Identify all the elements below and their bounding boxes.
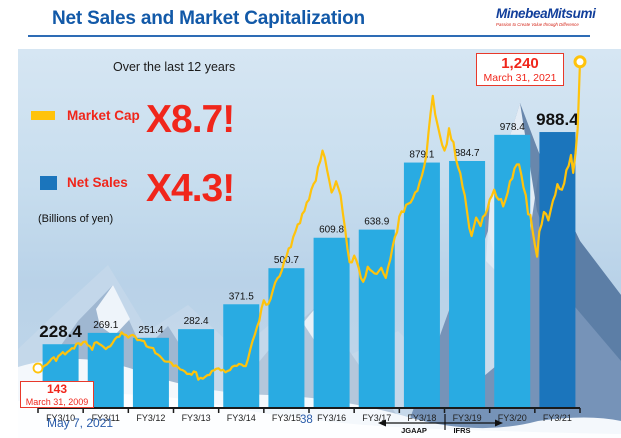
market-cap-swatch xyxy=(31,111,55,120)
end-date: March 31, 2021 xyxy=(483,72,557,85)
bar-value-label: 500.7 xyxy=(274,255,299,266)
logo-wordmark: MinebeaMitsumi xyxy=(496,6,596,21)
net-sales-bar xyxy=(178,329,215,408)
line-start-marker xyxy=(32,362,44,374)
x-axis-label: FY3/21 xyxy=(543,413,572,423)
market-cap-label: Market Cap xyxy=(67,108,140,123)
net-sales-bar xyxy=(313,237,350,408)
legend-net-sales: Net Sales xyxy=(40,175,128,190)
net-sales-bar xyxy=(358,229,395,408)
bar-value-label: 609.8 xyxy=(319,225,344,236)
end-value: 1,240 xyxy=(501,55,539,72)
bar-value-label: 978.4 xyxy=(500,122,525,133)
bar-value-label: 269.1 xyxy=(93,320,118,331)
net-sales-label: Net Sales xyxy=(67,175,128,190)
start-date: March 31, 2009 xyxy=(25,396,89,407)
net-sales-bar xyxy=(223,304,260,408)
bar-value-label: 879.1 xyxy=(409,150,434,161)
market-cap-multiple: X8.7! xyxy=(146,98,235,141)
page-title: Net Sales and Market Capitalization xyxy=(52,8,365,29)
net-sales-bar xyxy=(268,268,305,408)
ifrs-label: IFRS xyxy=(453,426,470,435)
x-axis-label: FY3/12 xyxy=(136,413,165,423)
net-sales-bar xyxy=(449,160,486,408)
units-note: (Billions of yen) xyxy=(38,213,114,225)
legend-market-cap: Market Cap xyxy=(31,108,140,123)
net-sales-bar xyxy=(494,134,531,408)
x-axis-label: FY3/19 xyxy=(453,413,482,423)
bar-value-label: 251.4 xyxy=(138,325,163,336)
bar-value-label: 371.5 xyxy=(229,291,254,302)
net-sales-bar xyxy=(539,132,576,408)
page-number: 38 xyxy=(300,414,313,426)
x-axis-label: FY3/14 xyxy=(227,413,256,423)
x-axis-label: FY3/16 xyxy=(317,413,346,423)
bar-value-label: 638.9 xyxy=(364,217,389,228)
net-sales-bar xyxy=(403,162,440,408)
title-underline xyxy=(28,35,590,37)
net-sales-swatch xyxy=(40,175,57,190)
jgaap-label: JGAAP xyxy=(401,426,427,435)
net-sales-multiple: X4.3! xyxy=(146,167,235,210)
x-axis-label: FY3/15 xyxy=(272,413,301,423)
logo-tagline: Passion to Create Value through Differen… xyxy=(496,21,579,27)
net-sales-bar xyxy=(132,337,169,408)
slide-date: May 7, 2021 xyxy=(47,416,114,430)
x-axis-label: FY3/10 xyxy=(46,413,75,423)
line-end-marker xyxy=(573,55,587,69)
arrow-right-head xyxy=(495,419,503,427)
bar-value-label: 228.4 xyxy=(39,322,82,341)
subtitle: Over the last 12 years xyxy=(113,60,236,74)
x-axis-label: FY3/11 xyxy=(92,413,120,423)
x-axis-label: FY3/13 xyxy=(182,413,211,423)
x-axis-label: FY3/18 xyxy=(407,413,436,423)
bar-value-label: 282.4 xyxy=(184,316,209,327)
end-value-callout: 1,240 March 31, 2021 xyxy=(476,53,564,86)
market-cap-line xyxy=(36,60,582,381)
start-value-callout: 143 March 31, 2009 xyxy=(20,381,94,408)
bar-value-label: 884.7 xyxy=(455,148,480,159)
x-axis-label: FY3/17 xyxy=(362,413,391,423)
bar-value-label: 988.4 xyxy=(536,110,579,129)
company-logo: MinebeaMitsumi Passion to Create Value t… xyxy=(496,7,614,27)
x-axis-label: FY3/20 xyxy=(498,413,527,423)
start-value: 143 xyxy=(46,382,68,396)
arrow-left-head xyxy=(378,419,386,427)
